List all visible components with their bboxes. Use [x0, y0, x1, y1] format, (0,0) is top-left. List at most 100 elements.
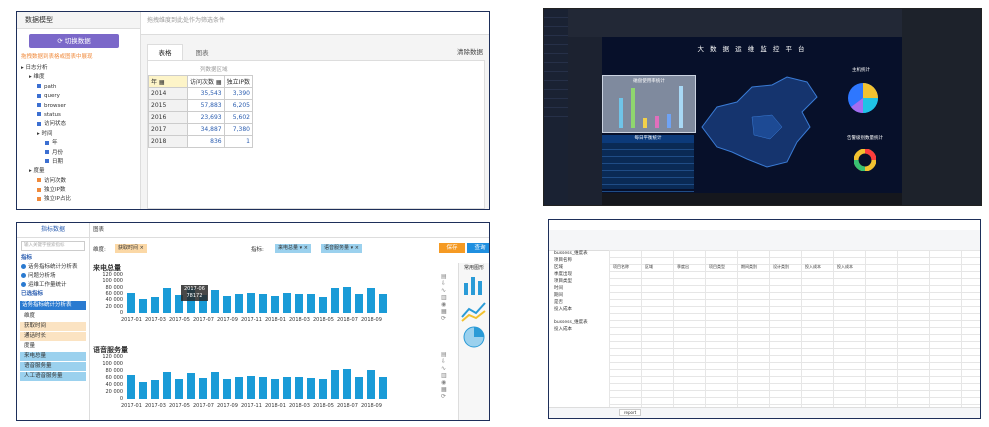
- bar[interactable]: [271, 295, 279, 313]
- bar[interactable]: [295, 377, 303, 399]
- measure-item-3[interactable]: 人工语音服务量: [20, 372, 86, 381]
- bar[interactable]: [319, 379, 327, 399]
- option-1[interactable]: 话务指标统计分析表: [17, 263, 89, 272]
- chart-calls-total[interactable]: 来电总量 120 000 100 000 80 000 60 000 40 000 20 …: [93, 263, 429, 331]
- tab-chart[interactable]: 图表: [195, 49, 209, 57]
- bar[interactable]: [223, 295, 231, 313]
- sheet-grid[interactable]: 项目名称 区域 季度出 项目类型 期间类别 设计类别 投入成本 投入成本: [609, 250, 980, 408]
- bar[interactable]: [199, 294, 207, 313]
- field-item[interactable]: 项目类型: [554, 279, 572, 284]
- measure-chip-2[interactable]: 语音服务量 ▾ ×: [321, 244, 362, 253]
- dim-item-2[interactable]: 通话时长: [20, 332, 86, 341]
- bar[interactable]: [127, 293, 135, 313]
- bar[interactable]: [271, 379, 279, 399]
- bar[interactable]: [283, 293, 291, 313]
- tree-item[interactable]: ▸ 时间: [21, 130, 71, 139]
- sheet-tab-report[interactable]: report: [619, 409, 642, 416]
- bar[interactable]: [379, 294, 387, 313]
- bar[interactable]: [331, 287, 339, 313]
- header-cell[interactable]: 项目名称: [613, 264, 629, 269]
- daily-stats-table[interactable]: 每日平衡统计: [602, 135, 694, 192]
- disk-usage-chart[interactable]: 磁盘使用率统计: [602, 75, 696, 133]
- field-item[interactable]: 季度出现: [554, 272, 572, 277]
- save-button[interactable]: 保存: [439, 243, 465, 253]
- header-cell[interactable]: 设计类别: [773, 264, 789, 269]
- alarm-donut[interactable]: [854, 149, 876, 171]
- filter-drop-zone[interactable]: 拖拽维度到此处作为筛选条件: [141, 12, 489, 35]
- bar[interactable]: [367, 369, 375, 399]
- option-2[interactable]: 问题分析场: [17, 272, 89, 281]
- clear-data-button[interactable]: 清除数据: [457, 48, 483, 56]
- chart-voice-service[interactable]: 语音服务量 120 000 100 000 80 000 60 000 40 000 20…: [93, 345, 429, 417]
- bar[interactable]: [379, 377, 387, 399]
- dim-item-1[interactable]: 获取时间: [20, 322, 86, 331]
- switch-data-button[interactable]: ⟳ 切换数据: [29, 34, 119, 48]
- column-zone[interactable]: 列数据区域: [200, 67, 228, 73]
- field-item[interactable]: 是否: [554, 300, 563, 305]
- tab-chart[interactable]: 图表: [89, 223, 489, 238]
- china-map[interactable]: [692, 67, 822, 177]
- header-cell[interactable]: 期间类别: [741, 264, 757, 269]
- dataset-title[interactable]: bussess_维度表: [554, 320, 588, 325]
- chart1-tools[interactable]: ▤ ⇩ ∿ ▥ ◉ ▦ ⟳: [441, 273, 447, 322]
- bar[interactable]: [223, 379, 231, 399]
- bar[interactable]: [163, 288, 171, 313]
- header-cell[interactable]: 项目类型: [709, 264, 725, 269]
- bar[interactable]: [259, 377, 267, 399]
- field-item[interactable]: 投入成本: [554, 307, 572, 312]
- bar[interactable]: [259, 294, 267, 313]
- measure-chip-1[interactable]: 来电总量 ▾ ×: [275, 244, 311, 253]
- bar[interactable]: [199, 378, 207, 399]
- bar[interactable]: [283, 376, 291, 399]
- line-chart-icon[interactable]: [459, 299, 489, 323]
- bar[interactable]: [163, 372, 171, 399]
- tree-item[interactable]: 独立IP数: [21, 186, 71, 195]
- bar[interactable]: [343, 287, 351, 313]
- tree-item[interactable]: browser: [21, 102, 71, 111]
- query-button[interactable]: 查询: [467, 243, 489, 253]
- bar[interactable]: [319, 296, 327, 313]
- bar[interactable]: [175, 295, 183, 313]
- header-cell[interactable]: 区域: [645, 264, 653, 269]
- chart2-tools[interactable]: ▤ ⇩ ∿ ▥ ◉ ▦ ⟳: [441, 351, 447, 400]
- selected-indicator[interactable]: 话务指标统计分析表: [20, 301, 86, 310]
- tree-item[interactable]: ▸ 日志分析: [21, 64, 71, 73]
- bar[interactable]: [211, 372, 219, 399]
- header-cell[interactable]: 投入成本: [837, 264, 853, 269]
- bar[interactable]: [307, 378, 315, 399]
- field-item[interactable]: 期间: [554, 293, 563, 298]
- measure-item-2[interactable]: 语音服务量: [20, 362, 86, 371]
- option-3[interactable]: 运维工作量统计: [17, 281, 89, 290]
- bar[interactable]: [235, 377, 243, 399]
- tab-table[interactable]: 表格: [147, 44, 183, 61]
- indicator-search-input[interactable]: 输入关键字搜索指标: [21, 241, 85, 251]
- bar[interactable]: [343, 368, 351, 399]
- bar[interactable]: [355, 294, 363, 313]
- field-item[interactable]: 区域: [554, 265, 563, 270]
- tree-item[interactable]: 访问状态: [21, 120, 71, 129]
- bar[interactable]: [235, 294, 243, 313]
- bar[interactable]: [295, 294, 303, 313]
- bar[interactable]: [367, 287, 375, 313]
- bar[interactable]: [151, 380, 159, 399]
- host-pie[interactable]: [846, 81, 880, 115]
- header-cell[interactable]: 季度出: [677, 264, 689, 269]
- field-item[interactable]: 时间: [554, 286, 563, 291]
- bar[interactable]: [307, 294, 315, 313]
- bar[interactable]: [127, 374, 135, 399]
- bar[interactable]: [187, 373, 195, 399]
- ribbon-toolbar[interactable]: [549, 230, 980, 251]
- dataset-title[interactable]: bussess_维度表: [554, 251, 588, 256]
- bar[interactable]: [211, 289, 219, 313]
- pie-chart-icon[interactable]: [459, 325, 489, 349]
- tree-item[interactable]: 年: [21, 139, 71, 148]
- field-item[interactable]: 项目名称: [554, 258, 572, 263]
- filter-chip[interactable]: 获取时间 ×: [115, 244, 147, 253]
- header-cell[interactable]: 投入成本: [805, 264, 821, 269]
- tree-item[interactable]: 独立IP占比: [21, 195, 71, 204]
- tree-item[interactable]: ▸ 维度: [21, 73, 71, 82]
- bar[interactable]: [355, 376, 363, 399]
- measure-item-1[interactable]: 来电总量: [20, 352, 86, 361]
- bar[interactable]: [139, 299, 147, 313]
- tree-item[interactable]: query: [21, 92, 71, 101]
